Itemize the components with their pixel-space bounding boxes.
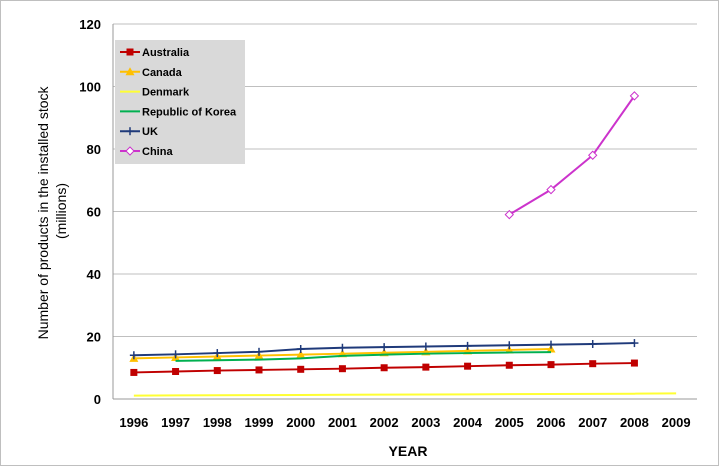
y-axis-label-line-2: (millions) [53, 183, 69, 239]
data-point [547, 361, 555, 369]
x-tick-label: 2005 [495, 415, 524, 430]
series-line [175, 351, 552, 362]
series-line [508, 95, 636, 216]
data-point [338, 343, 347, 352]
x-tick-label: 2004 [453, 415, 483, 430]
data-point [547, 340, 555, 349]
legend: Australia Canada Denmark Republic of Korea U… [115, 40, 245, 164]
data-point [422, 363, 430, 371]
x-tick-label: 2000 [286, 415, 315, 430]
data-point [255, 366, 263, 374]
data-point [255, 347, 263, 356]
legend-label: Australia [142, 47, 190, 59]
data-point [380, 343, 389, 352]
y-axis-ticks: 0 20 40 60 80 100 120 [79, 17, 101, 407]
x-axis-label: YEAR [389, 443, 428, 459]
x-tick-label: 2003 [411, 415, 440, 430]
data-point [505, 341, 514, 350]
x-tick-label: 1996 [119, 415, 148, 430]
y-axis-label: Number of products in the installed stoc… [35, 83, 69, 340]
y-axis-label-line-1: Number of products in the installed stoc… [35, 85, 51, 339]
y-tick-label: 80 [87, 142, 101, 157]
data-point [629, 91, 640, 101]
series-lines [129, 91, 677, 397]
series-line [133, 392, 677, 397]
data-point [630, 359, 638, 367]
data-point [296, 350, 306, 359]
x-tick-label: 2009 [662, 415, 691, 430]
legend-label: China [142, 146, 173, 158]
legend-item: Australia [120, 47, 190, 59]
legend-item: Canada [120, 67, 183, 79]
legend-item: Denmark [120, 87, 190, 99]
data-point [213, 349, 222, 358]
data-point [588, 340, 597, 348]
data-point [338, 365, 346, 373]
x-tick-label: 1999 [245, 415, 274, 430]
data-point [297, 365, 305, 373]
x-tick-label: 1998 [203, 415, 232, 430]
legend-item: Republic of Korea [120, 106, 237, 118]
y-tick-label: 20 [87, 330, 101, 345]
legend-box [115, 40, 245, 164]
data-point [126, 48, 134, 56]
data-point [126, 127, 134, 136]
data-point [171, 350, 180, 359]
x-tick-label: 1997 [161, 415, 190, 430]
y-tick-label: 60 [87, 205, 101, 220]
legend-label: Republic of Korea [142, 106, 237, 118]
x-tick-label: 2007 [578, 415, 607, 430]
data-point [589, 360, 597, 368]
x-tick-label: 2001 [328, 415, 357, 430]
x-axis-ticks: 1996 1997 1998 1999 2000 2001 2002 2003 2004 2005… [119, 415, 690, 430]
x-tick-label: 2006 [537, 415, 566, 430]
x-tick-label: 2008 [620, 415, 649, 430]
data-point [630, 339, 639, 348]
data-point [421, 342, 430, 351]
data-point [125, 67, 135, 76]
legend-item: China [120, 146, 173, 158]
x-tick-label: 2002 [370, 415, 399, 430]
y-tick-label: 120 [79, 17, 101, 32]
data-point [504, 209, 514, 220]
data-point [130, 368, 138, 376]
data-point [546, 184, 556, 195]
series-uk [129, 339, 639, 360]
data-point [588, 150, 598, 160]
y-tick-label: 40 [87, 267, 101, 282]
series-republic-of-korea [175, 351, 552, 362]
data-point [464, 362, 472, 370]
series-denmark [133, 392, 677, 397]
data-point [505, 361, 513, 369]
legend-label: Canada [142, 67, 183, 79]
data-point [213, 367, 221, 375]
data-point [296, 345, 305, 353]
legend-label: UK [142, 126, 158, 138]
data-point [380, 364, 388, 372]
series-china [504, 91, 640, 220]
legend-label: Denmark [142, 87, 190, 99]
data-point [129, 351, 138, 360]
y-tick-label: 0 [94, 392, 101, 407]
series-australia [130, 359, 638, 376]
legend-item: UK [120, 126, 158, 138]
data-point [125, 146, 135, 156]
y-tick-label: 100 [79, 80, 101, 95]
data-point [463, 341, 472, 350]
data-point [172, 368, 180, 375]
